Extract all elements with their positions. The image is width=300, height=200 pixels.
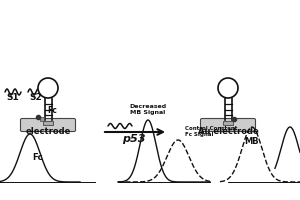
Bar: [223, 120, 233, 124]
Text: p53: p53: [122, 134, 146, 144]
Text: Decreased
MB Signal: Decreased MB Signal: [129, 104, 167, 115]
Text: S2: S2: [29, 93, 42, 102]
Circle shape: [218, 78, 238, 98]
FancyBboxPatch shape: [200, 118, 256, 132]
Text: Control Constant
Fc Signal: Control Constant Fc Signal: [185, 126, 237, 137]
Text: Au electrode: Au electrode: [198, 127, 258, 136]
Circle shape: [38, 78, 58, 98]
Text: electrode: electrode: [25, 127, 71, 136]
Bar: [40, 117, 44, 121]
Text: Fc: Fc: [47, 106, 57, 115]
Text: Fc: Fc: [33, 153, 43, 162]
Text: MB: MB: [245, 137, 259, 146]
Text: S1: S1: [6, 93, 19, 102]
FancyBboxPatch shape: [20, 118, 76, 132]
Bar: [43, 120, 53, 124]
